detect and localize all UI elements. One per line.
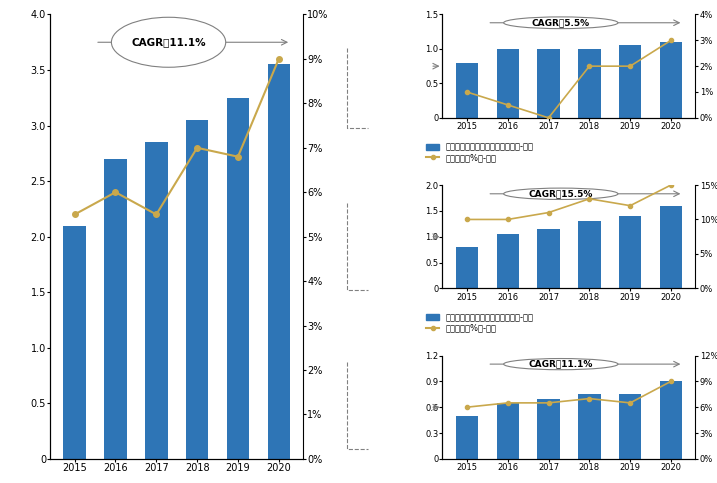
Bar [578,49,601,118]
Text: CAGR：11.1%: CAGR：11.1% [131,37,206,47]
Bar [619,216,642,288]
Bar [619,45,642,118]
Ellipse shape [503,188,618,199]
Bar [456,247,478,288]
Bar [619,394,642,459]
Ellipse shape [111,17,226,67]
Text: CAGR：11.1%: CAGR：11.1% [528,360,593,369]
Ellipse shape [503,358,618,369]
Bar [537,49,560,118]
Bar [104,159,127,459]
Bar [537,229,560,288]
Bar [456,63,478,118]
Bar [660,382,682,459]
Bar [660,42,682,118]
Bar [186,120,209,459]
Text: CAGR：5.5%: CAGR：5.5% [532,18,590,27]
Legend: 中国家装服务市场规模（万亿元）-左轴, 同比增速（%）-右轴: 中国家装服务市场规模（万亿元）-左轴, 同比增速（%）-右轴 [427,313,533,333]
Legend: 中国家装软装市场规模（万亿元）-左轴, 同比增速（%）-右轴: 中国家装软装市场规模（万亿元）-左轴, 同比增速（%）-右轴 [427,142,533,162]
Bar [496,234,519,288]
Bar [496,403,519,459]
Bar [660,206,682,288]
Ellipse shape [503,17,618,28]
Bar [267,64,290,459]
Bar [227,98,250,459]
Bar [145,142,168,459]
Bar [578,221,601,288]
Bar [456,416,478,459]
Bar [64,226,86,459]
Bar [578,394,601,459]
Bar [496,49,519,118]
Text: CAGR：15.5%: CAGR：15.5% [528,189,593,199]
Bar [537,398,560,459]
